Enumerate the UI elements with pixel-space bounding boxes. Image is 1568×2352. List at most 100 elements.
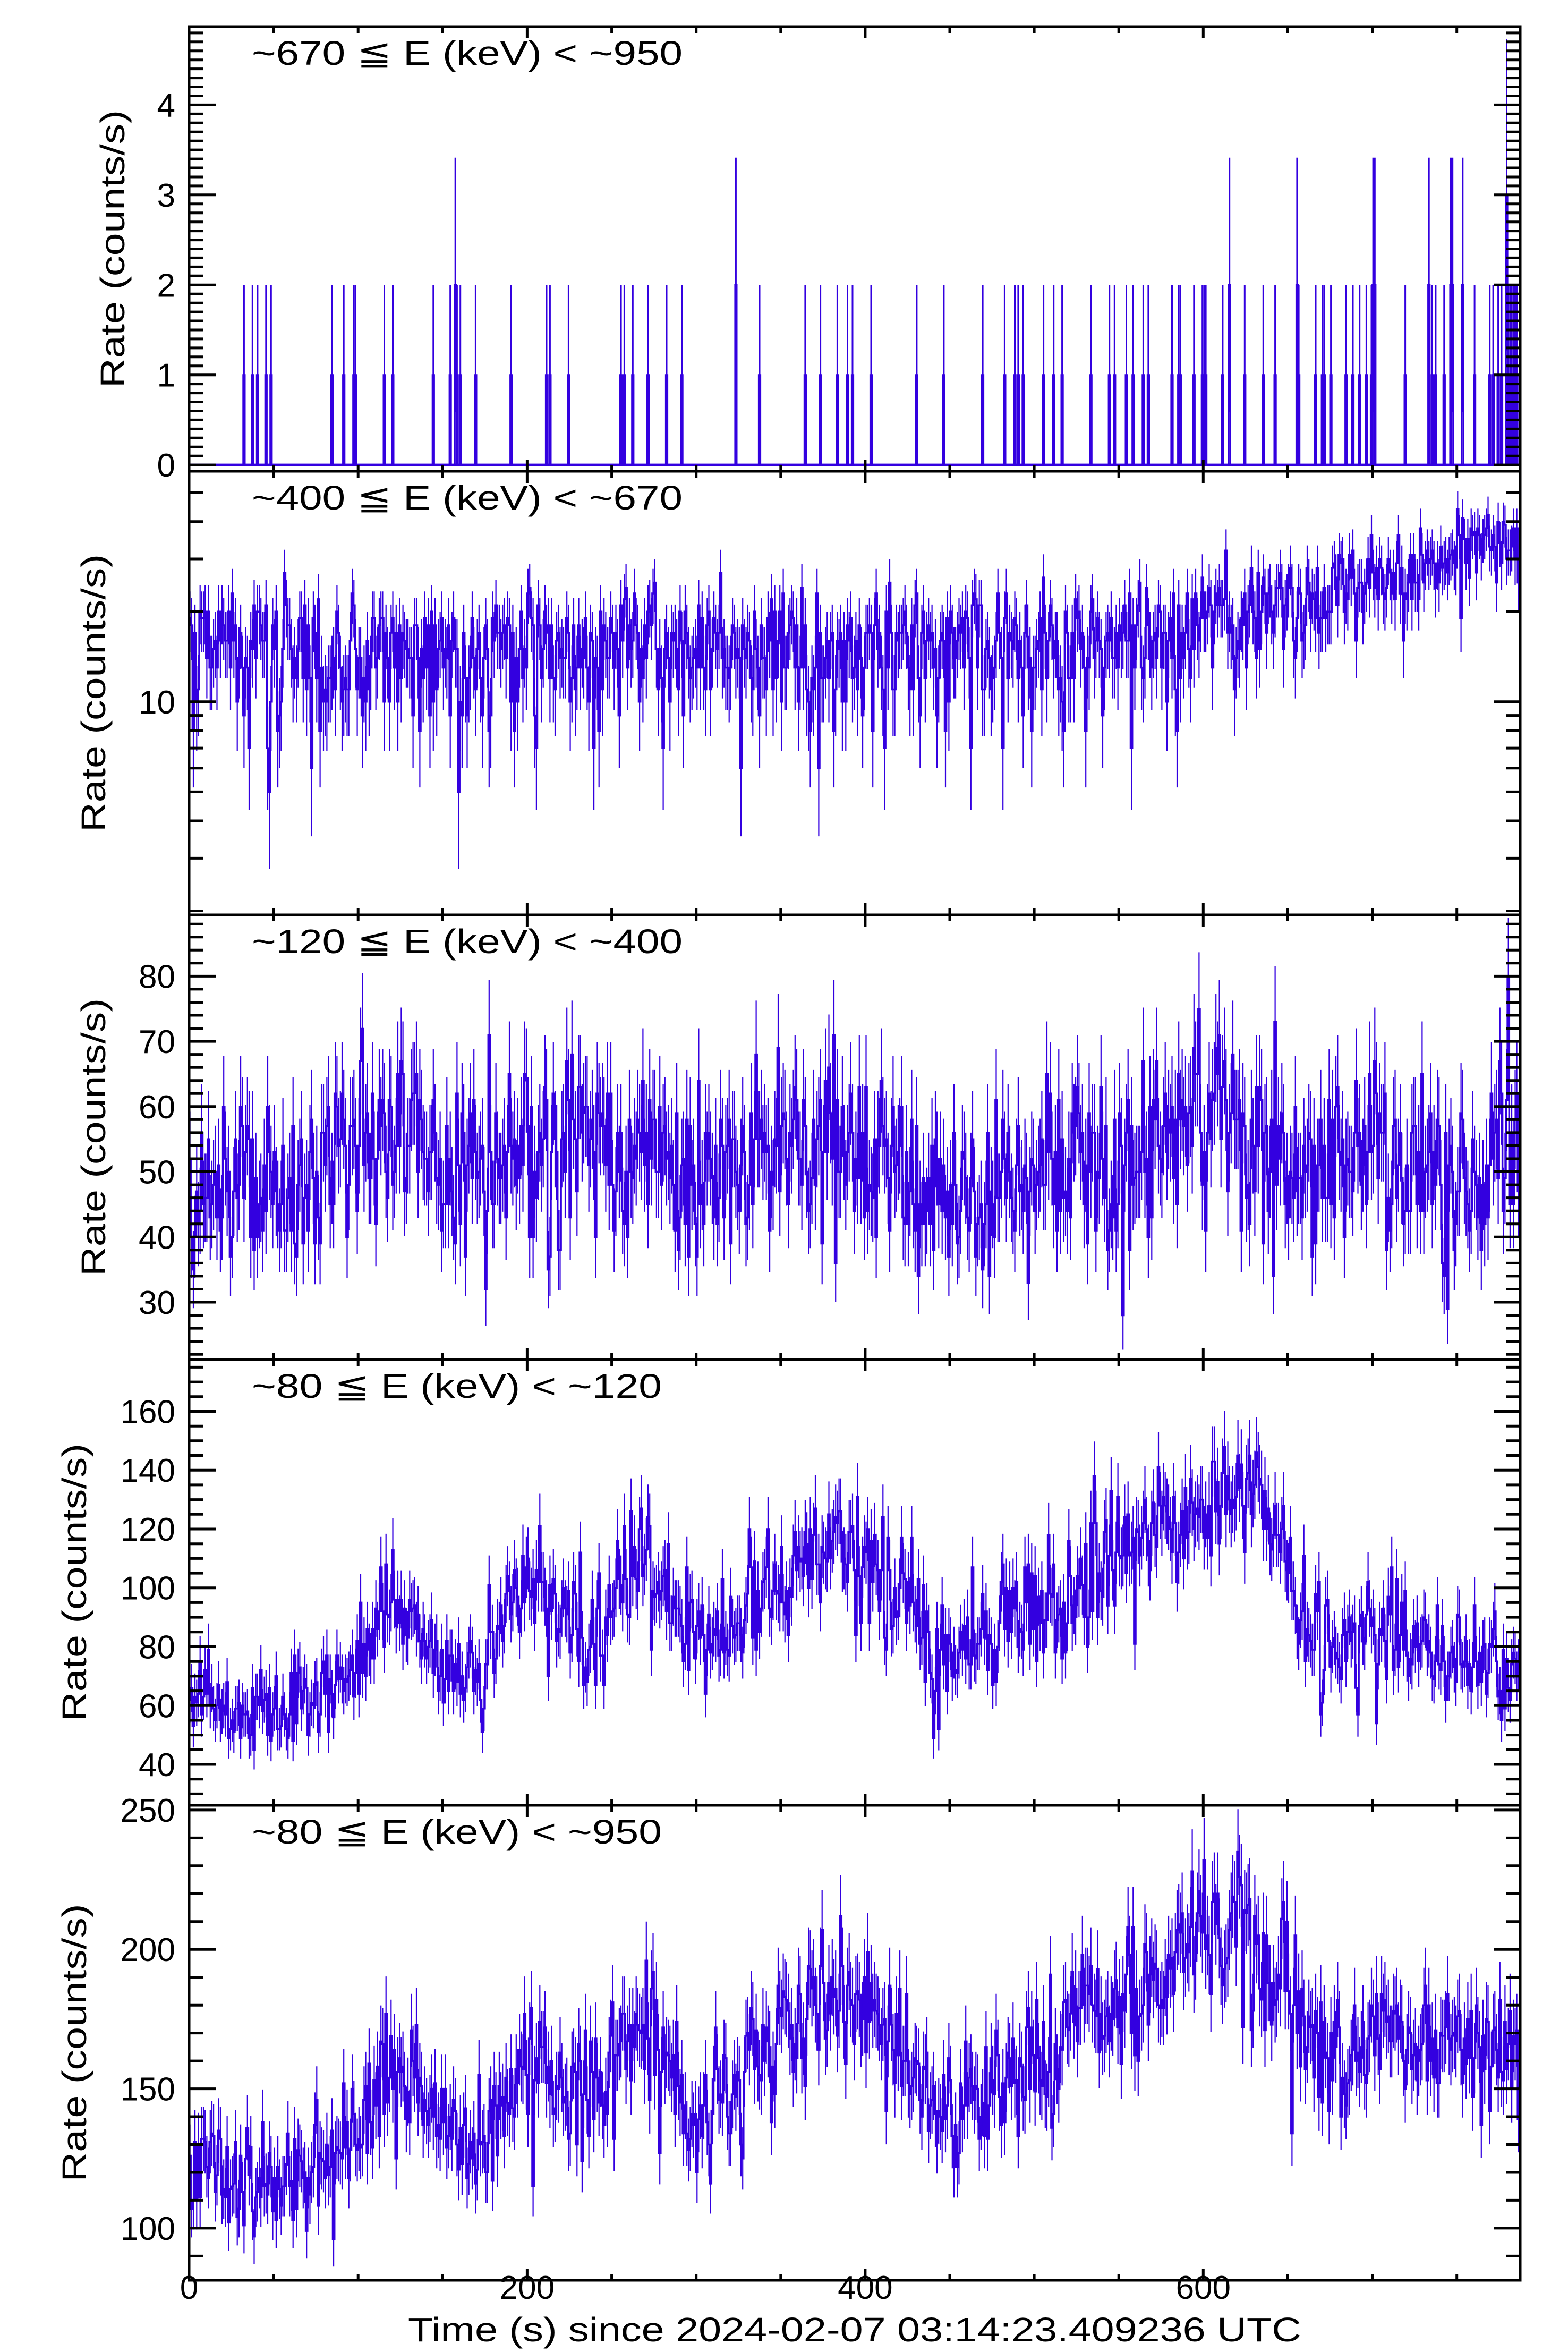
event-bar: [1192, 285, 1196, 465]
y-axis-ticks: [189, 491, 1520, 912]
data-layer: [189, 1809, 1520, 2267]
event-bar: [1089, 285, 1093, 465]
event-bar: [269, 285, 273, 465]
y-tick-label: 140: [121, 1453, 175, 1489]
energy-band-label: ~120 ≦ E (keV) < ~400: [252, 922, 683, 961]
event-bar: [1430, 285, 1434, 465]
y-tick-label: 60: [139, 1688, 175, 1725]
event-bar: [264, 285, 268, 465]
y-axis-title: Rate (counts/s): [55, 1444, 93, 1721]
panel-80-120keV: 40 60 80 100 120 140 160 ~80 ≦ E (keV) < ~120 Ra…: [55, 1358, 1522, 1807]
event-bar: [981, 285, 985, 465]
y-axis-ticks: [189, 922, 1520, 1356]
event-bar: [1297, 285, 1301, 465]
event-bar: [1492, 285, 1495, 465]
y-tick-label: 120: [121, 1512, 175, 1548]
event-bar: [458, 285, 462, 465]
event-bar: [1434, 285, 1437, 465]
event-bar: [1141, 285, 1145, 465]
event-bar: [1243, 285, 1247, 465]
series-line: [189, 1850, 1520, 2240]
y-tick-label: 100: [121, 2211, 175, 2247]
event-bar: [509, 285, 513, 465]
panel-670-950keV: 0 1 2 3 4 ~670 ≦ E (keV) < ~950 Rate (counts/s…: [93, 25, 1522, 484]
panel-120-400keV: 30 40 50 60 70 80 ~120 ≦ E (keV) < ~400 Rate (c…: [74, 913, 1522, 1361]
event-bar: [382, 285, 386, 465]
event-bar: [1060, 285, 1064, 465]
event-bar: [1170, 285, 1174, 465]
y-tick-label: 40: [139, 1219, 175, 1256]
event-bar: [330, 285, 334, 465]
event-bar: [1204, 285, 1208, 465]
y-axis-title: Rate (counts/s): [74, 998, 113, 1276]
energy-band-label: ~670 ≦ E (keV) < ~950: [252, 34, 683, 72]
event-bar: [544, 285, 549, 465]
event-bar: [1442, 285, 1446, 465]
event-bar: [1052, 285, 1055, 465]
y-tick-label: 70: [139, 1024, 175, 1060]
event-bar: [1262, 285, 1265, 465]
event-bar: [1003, 285, 1007, 465]
event-bar: [1131, 285, 1135, 465]
event-bar: [1329, 285, 1333, 465]
event-bar: [1351, 285, 1355, 465]
event-bar: [1146, 285, 1150, 465]
event-bar: [619, 285, 623, 465]
event-bar: [819, 285, 822, 465]
event-bar: [869, 285, 873, 465]
data-layer: [189, 1411, 1520, 1770]
y-axis-ticks: [189, 1365, 1520, 1795]
event-bar: [1042, 285, 1045, 465]
plot-frame: [188, 1804, 1522, 2282]
event-bar: [942, 285, 945, 465]
panel-80-950keV: 100 150 200 250 ~80 ≦ E (keV) < ~950 Rate (co…: [55, 1793, 1522, 2282]
event-bar: [1322, 285, 1326, 465]
event-bar: [680, 285, 684, 465]
event-bar: [836, 285, 839, 465]
y-axis-title: Rate (counts/s): [55, 1904, 93, 2182]
y-tick-label: 2: [157, 267, 175, 304]
event-bar: [548, 285, 552, 465]
event-bar: [1273, 285, 1277, 465]
event-bar: [1179, 285, 1182, 465]
event-bar: [1451, 157, 1454, 465]
y-tick-label: 3: [157, 177, 175, 214]
y-tick-label: 40: [139, 1747, 175, 1784]
x-tick-label: 0: [180, 2270, 198, 2306]
event-bar: [1461, 157, 1464, 465]
event-bar: [1016, 285, 1020, 465]
event-bar: [1344, 285, 1348, 465]
x-tick-label: 600: [1176, 2270, 1231, 2306]
y-axis-ticks: [189, 31, 1520, 466]
y-tick-label: 50: [139, 1154, 175, 1191]
event-bar: [1021, 285, 1025, 465]
event-bar: [1124, 285, 1128, 465]
event-bar: [255, 285, 259, 465]
series-line: [189, 975, 1520, 1317]
event-bar: [846, 285, 849, 465]
x-axis: Time (s) since 2024-02-07 03:14:23.40923…: [180, 2270, 1301, 2349]
y-tick-label: 80: [139, 1629, 175, 1666]
event-bar: [1373, 157, 1377, 465]
event-bar: [734, 157, 738, 465]
y-tick-label: 200: [121, 1932, 175, 1968]
y-tick-label: 0: [157, 447, 175, 484]
event-bar: [455, 285, 459, 465]
event-bar: [431, 285, 435, 465]
event-bar: [631, 285, 635, 465]
event-bar: [646, 285, 650, 465]
series-line: [189, 508, 1520, 793]
y-tick-label: 1: [157, 358, 175, 394]
y-axis-title: Rate (counts/s): [74, 554, 113, 832]
event-bar: [391, 285, 395, 465]
y-tick-label: 80: [139, 958, 175, 995]
panel-400-670keV: 10 ~400 ≦ E (keV) < ~670 Rate (counts/s): [74, 470, 1522, 916]
event-bar: [915, 285, 918, 465]
event-bar: [251, 285, 254, 465]
y-tick-label: 60: [139, 1089, 175, 1126]
y-axis-ticks: [189, 1808, 1520, 2257]
event-bar: [850, 285, 855, 465]
event-bar: [803, 285, 807, 465]
y-tick-label: 4: [157, 87, 175, 124]
event-bar: [1473, 285, 1477, 465]
